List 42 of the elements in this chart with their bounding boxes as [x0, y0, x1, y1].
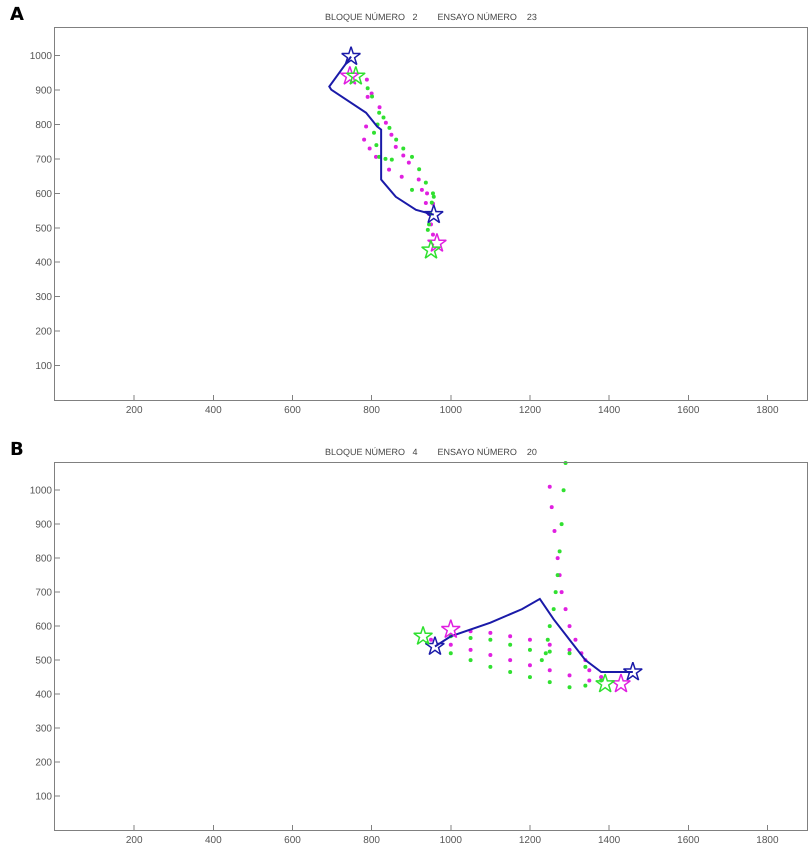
x-tick-label: 200 — [126, 405, 143, 416]
x-tick-label: 1200 — [518, 835, 542, 846]
y-tick-label: 1000 — [30, 51, 52, 62]
y-tick-label: 500 — [35, 656, 52, 667]
y-tick-label: 100 — [35, 792, 52, 803]
y-tick-label: 300 — [35, 292, 52, 304]
x-tick-label: 1600 — [677, 835, 700, 846]
y-tick-label: 500 — [35, 223, 52, 234]
y-tick-label: 400 — [35, 690, 52, 701]
text: B — [10, 439, 24, 460]
chart-title: BLOQUE NÚMERO 2 ENSAYO NÚMERO 23 — [325, 12, 537, 22]
x-tick-label: 1400 — [598, 835, 621, 846]
y-tick-label: 800 — [35, 554, 52, 565]
y-tick-label: 700 — [35, 154, 52, 166]
x-tick-label: 600 — [284, 405, 302, 416]
y-tick-label: 600 — [35, 622, 52, 633]
x-tick-label: 400 — [204, 835, 222, 846]
x-tick-label: 1000 — [440, 835, 462, 846]
chart-title: BLOQUE NÚMERO 4 ENSAYO NÚMERO 20 — [325, 447, 537, 457]
x-tick-label: 1800 — [756, 835, 779, 846]
x-tick-label: 800 — [363, 835, 380, 846]
x-tick-label: 1000 — [440, 405, 462, 416]
y-tick-label: 1000 — [30, 486, 52, 497]
y-tick-label: 700 — [35, 588, 52, 599]
x-tick-label: 1600 — [677, 405, 700, 416]
x-tick-label: 1800 — [756, 405, 779, 416]
y-tick-label: 300 — [35, 724, 52, 735]
text: A — [10, 4, 24, 25]
x-tick-label: 200 — [126, 835, 143, 846]
x-tick-label: 1200 — [518, 405, 542, 416]
y-tick-label: 200 — [35, 326, 52, 338]
x-tick-label: 800 — [363, 405, 380, 416]
y-tick-label: 900 — [35, 86, 52, 96]
y-tick-label: 900 — [35, 520, 52, 531]
x-tick-label: 600 — [284, 835, 302, 846]
y-tick-label: 800 — [35, 120, 52, 131]
y-tick-label: 400 — [35, 258, 52, 269]
y-tick-label: 100 — [35, 361, 52, 372]
y-tick-label: 200 — [35, 758, 52, 769]
x-tick-label: 1400 — [598, 405, 621, 416]
y-tick-label: 600 — [35, 188, 52, 200]
x-tick-label: 400 — [204, 405, 222, 416]
